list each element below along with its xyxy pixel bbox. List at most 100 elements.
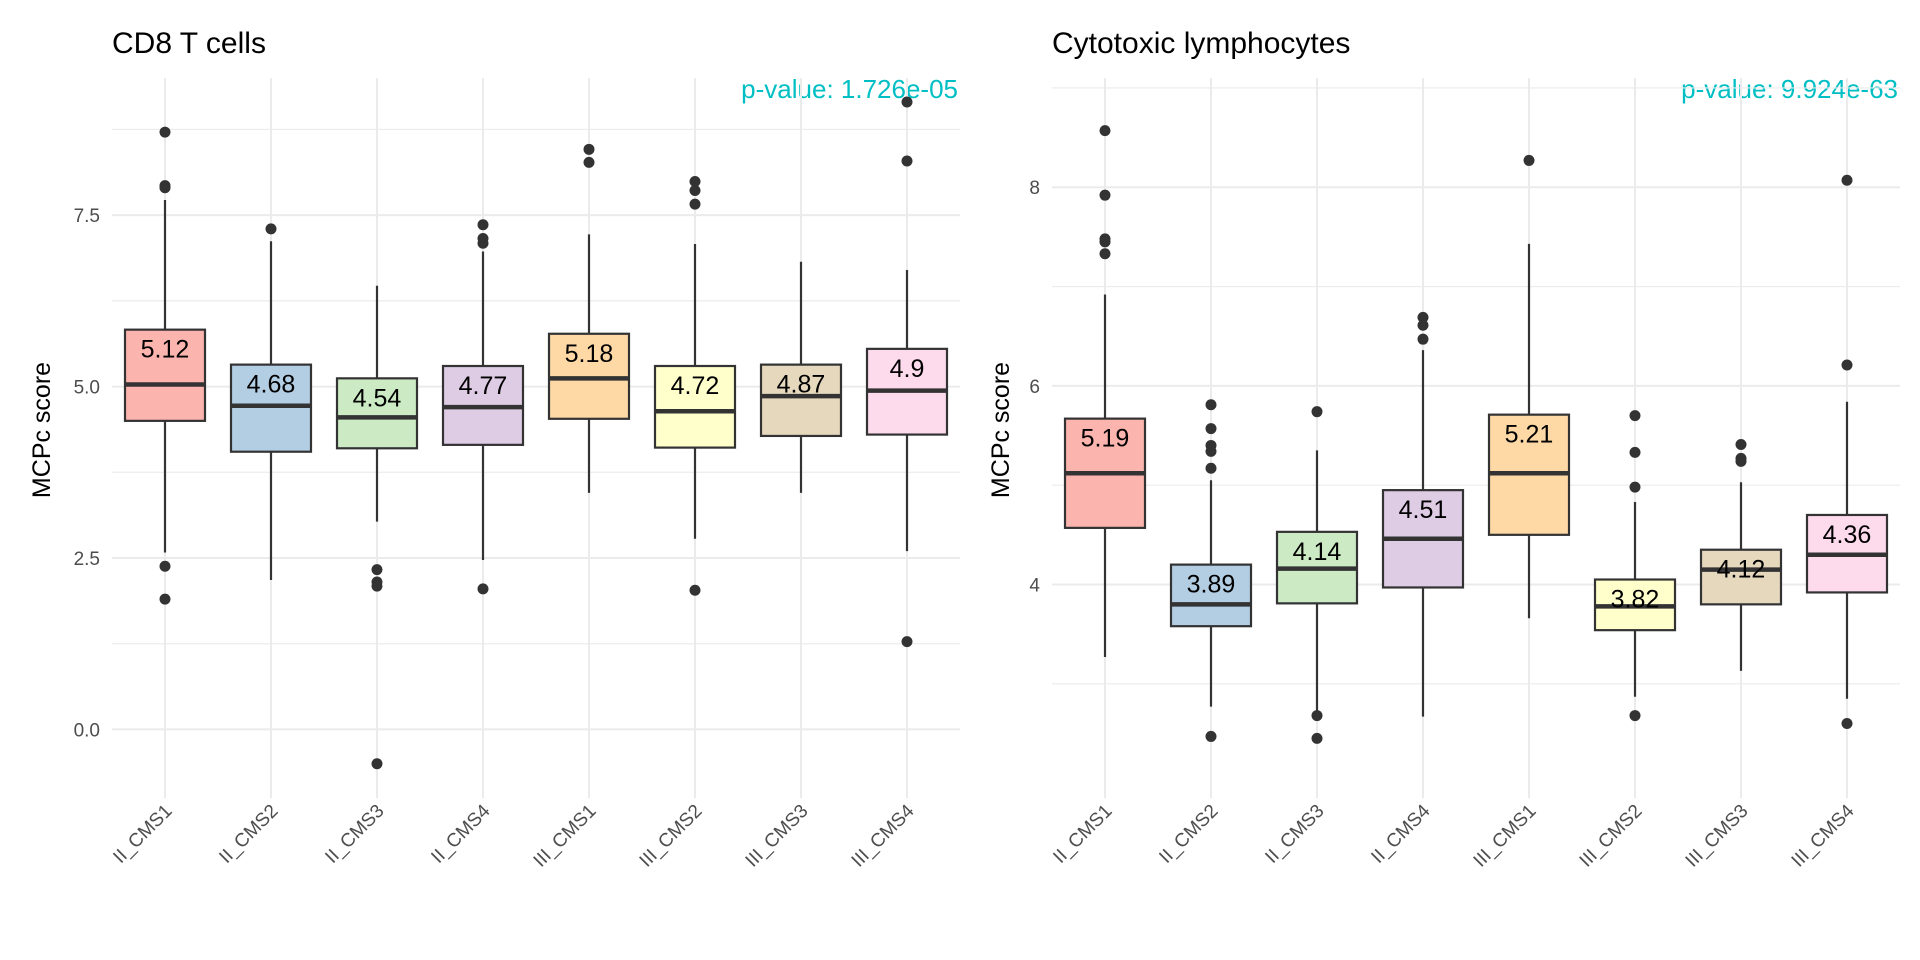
- box-value-label: 5.18: [565, 340, 614, 368]
- x-tick-label: II_CMS4: [427, 800, 494, 867]
- x-tick-label: II_CMS2: [215, 801, 282, 868]
- outlier-point: [1629, 481, 1641, 493]
- outlier-point: [1099, 125, 1111, 137]
- box-iii-cms1: 5.18: [547, 143, 631, 493]
- x-tick-label: II_CMS3: [1261, 801, 1328, 868]
- box-value-label: 4.87: [777, 371, 826, 399]
- outlier-point: [1841, 174, 1853, 186]
- box-value-label: 4.77: [459, 372, 508, 400]
- outlier-point: [689, 584, 701, 596]
- box-value-label: 3.82: [1611, 586, 1660, 614]
- y-tick-label: 8: [1029, 178, 1040, 199]
- outlier-point: [477, 219, 489, 231]
- box-iii-cms1: 5.21: [1487, 154, 1571, 619]
- outlier-point: [689, 198, 701, 210]
- box-value-label: 5.19: [1081, 425, 1130, 453]
- outlier-point: [159, 126, 171, 138]
- outlier-point: [1417, 319, 1429, 331]
- box-iii-cms4: 4.36: [1805, 174, 1889, 730]
- y-tick-label: 4: [1029, 575, 1040, 596]
- outlier-point: [901, 96, 913, 108]
- box-ii-cms4: 4.51: [1381, 311, 1465, 717]
- outlier-point: [1311, 732, 1323, 744]
- box-ii-cms2: 4.68: [229, 223, 313, 580]
- box-iqr: [759, 363, 843, 438]
- x-tick-label: II_CMS3: [321, 801, 388, 868]
- box-iqr: [1699, 548, 1783, 606]
- box-ii-cms3: 4.14: [1275, 406, 1359, 744]
- box-iii-cms3: 4.87: [759, 261, 843, 493]
- outlier-point: [689, 176, 701, 188]
- outlier-point: [1205, 445, 1217, 457]
- box-value-label: 4.12: [1717, 556, 1766, 584]
- outlier-point: [371, 758, 383, 770]
- outlier-point: [1311, 710, 1323, 722]
- box-value-label: 4.9: [890, 355, 925, 383]
- outlier-point: [1523, 154, 1535, 166]
- box-iqr: [229, 363, 313, 453]
- box-value-label: 3.89: [1187, 571, 1236, 599]
- outlier-point: [159, 182, 171, 194]
- x-tick-label: III_CMS2: [1576, 801, 1647, 872]
- x-tick-label: II_CMS1: [109, 801, 176, 868]
- outlier-point: [1629, 446, 1641, 458]
- box-value-label: 4.68: [247, 371, 296, 399]
- box-ii-cms2: 3.89: [1169, 399, 1253, 742]
- outlier-point: [159, 560, 171, 572]
- box-iqr: [335, 377, 419, 450]
- box-value-label: 4.72: [671, 372, 720, 400]
- p-value-annotation: p-value: 9.924e-63: [1681, 74, 1898, 104]
- panel-title: CD8 T cells: [112, 27, 266, 60]
- box-value-label: 5.12: [141, 336, 190, 364]
- outlier-point: [371, 580, 383, 592]
- panel-cytotoxic-lymphocytes: Cytotoxic lymphocytes p-value: 9.924e-63…: [987, 27, 1900, 872]
- outlier-point: [901, 636, 913, 648]
- outlier-point: [1629, 710, 1641, 722]
- outlier-point: [1099, 189, 1111, 201]
- outlier-point: [1841, 359, 1853, 371]
- plot-area: 0.0 2.5 5.0 7.5 5.12 4.68 4.54 4.77 5.18 4.72 4.87…: [74, 78, 960, 872]
- plot-area: 4 6 8 5.19 3.89 4.14 4.51 5.21 3.82 4.12 4.36 II_CM…: [1029, 78, 1900, 872]
- outlier-point: [1205, 730, 1217, 742]
- x-tick-label: III_CMS4: [848, 800, 919, 871]
- box-iqr: [123, 328, 207, 422]
- panel-title: Cytotoxic lymphocytes: [1052, 27, 1350, 60]
- p-value-annotation: p-value: 1.726e-05: [741, 74, 958, 104]
- box-value-label: 4.54: [353, 384, 402, 412]
- outlier-point: [1311, 406, 1323, 418]
- outlier-point: [1099, 236, 1111, 248]
- outlier-point: [583, 156, 595, 168]
- y-tick-label: 0.0: [74, 720, 100, 741]
- box-iii-cms4: 4.9: [865, 96, 949, 648]
- box-value-label: 5.21: [1505, 421, 1554, 449]
- outlier-point: [1735, 455, 1747, 467]
- outlier-point: [1205, 399, 1217, 411]
- x-tick-label: II_CMS2: [1155, 801, 1222, 868]
- y-axis-label: MCPc score: [987, 362, 1015, 498]
- x-tick-label: II_CMS4: [1367, 800, 1434, 867]
- box-ii-cms1: 5.19: [1063, 125, 1147, 657]
- y-axis-label: MCPc score: [28, 362, 56, 498]
- outlier-point: [901, 155, 913, 167]
- box-ii-cms1: 5.12: [123, 126, 207, 605]
- box-ii-cms3: 4.54: [335, 285, 419, 770]
- outlier-point: [265, 223, 277, 235]
- x-tick-label: III_CMS1: [530, 801, 601, 872]
- box-value-label: 4.14: [1293, 538, 1342, 566]
- outlier-point: [371, 564, 383, 576]
- outlier-point: [1205, 462, 1217, 474]
- x-tick-label: II_CMS1: [1049, 801, 1116, 868]
- y-tick-label: 7.5: [74, 206, 100, 227]
- outlier-point: [1205, 423, 1217, 435]
- x-tick-label: III_CMS4: [1788, 800, 1859, 871]
- y-tick-label: 5.0: [74, 378, 100, 399]
- outlier-point: [477, 237, 489, 249]
- outlier-point: [689, 184, 701, 196]
- outlier-point: [159, 593, 171, 605]
- box-iii-cms3: 4.12: [1699, 438, 1783, 671]
- y-tick-label: 6: [1029, 377, 1040, 398]
- box-ii-cms4: 4.77: [441, 219, 525, 595]
- outlier-point: [583, 143, 595, 155]
- outlier-point: [1099, 248, 1111, 260]
